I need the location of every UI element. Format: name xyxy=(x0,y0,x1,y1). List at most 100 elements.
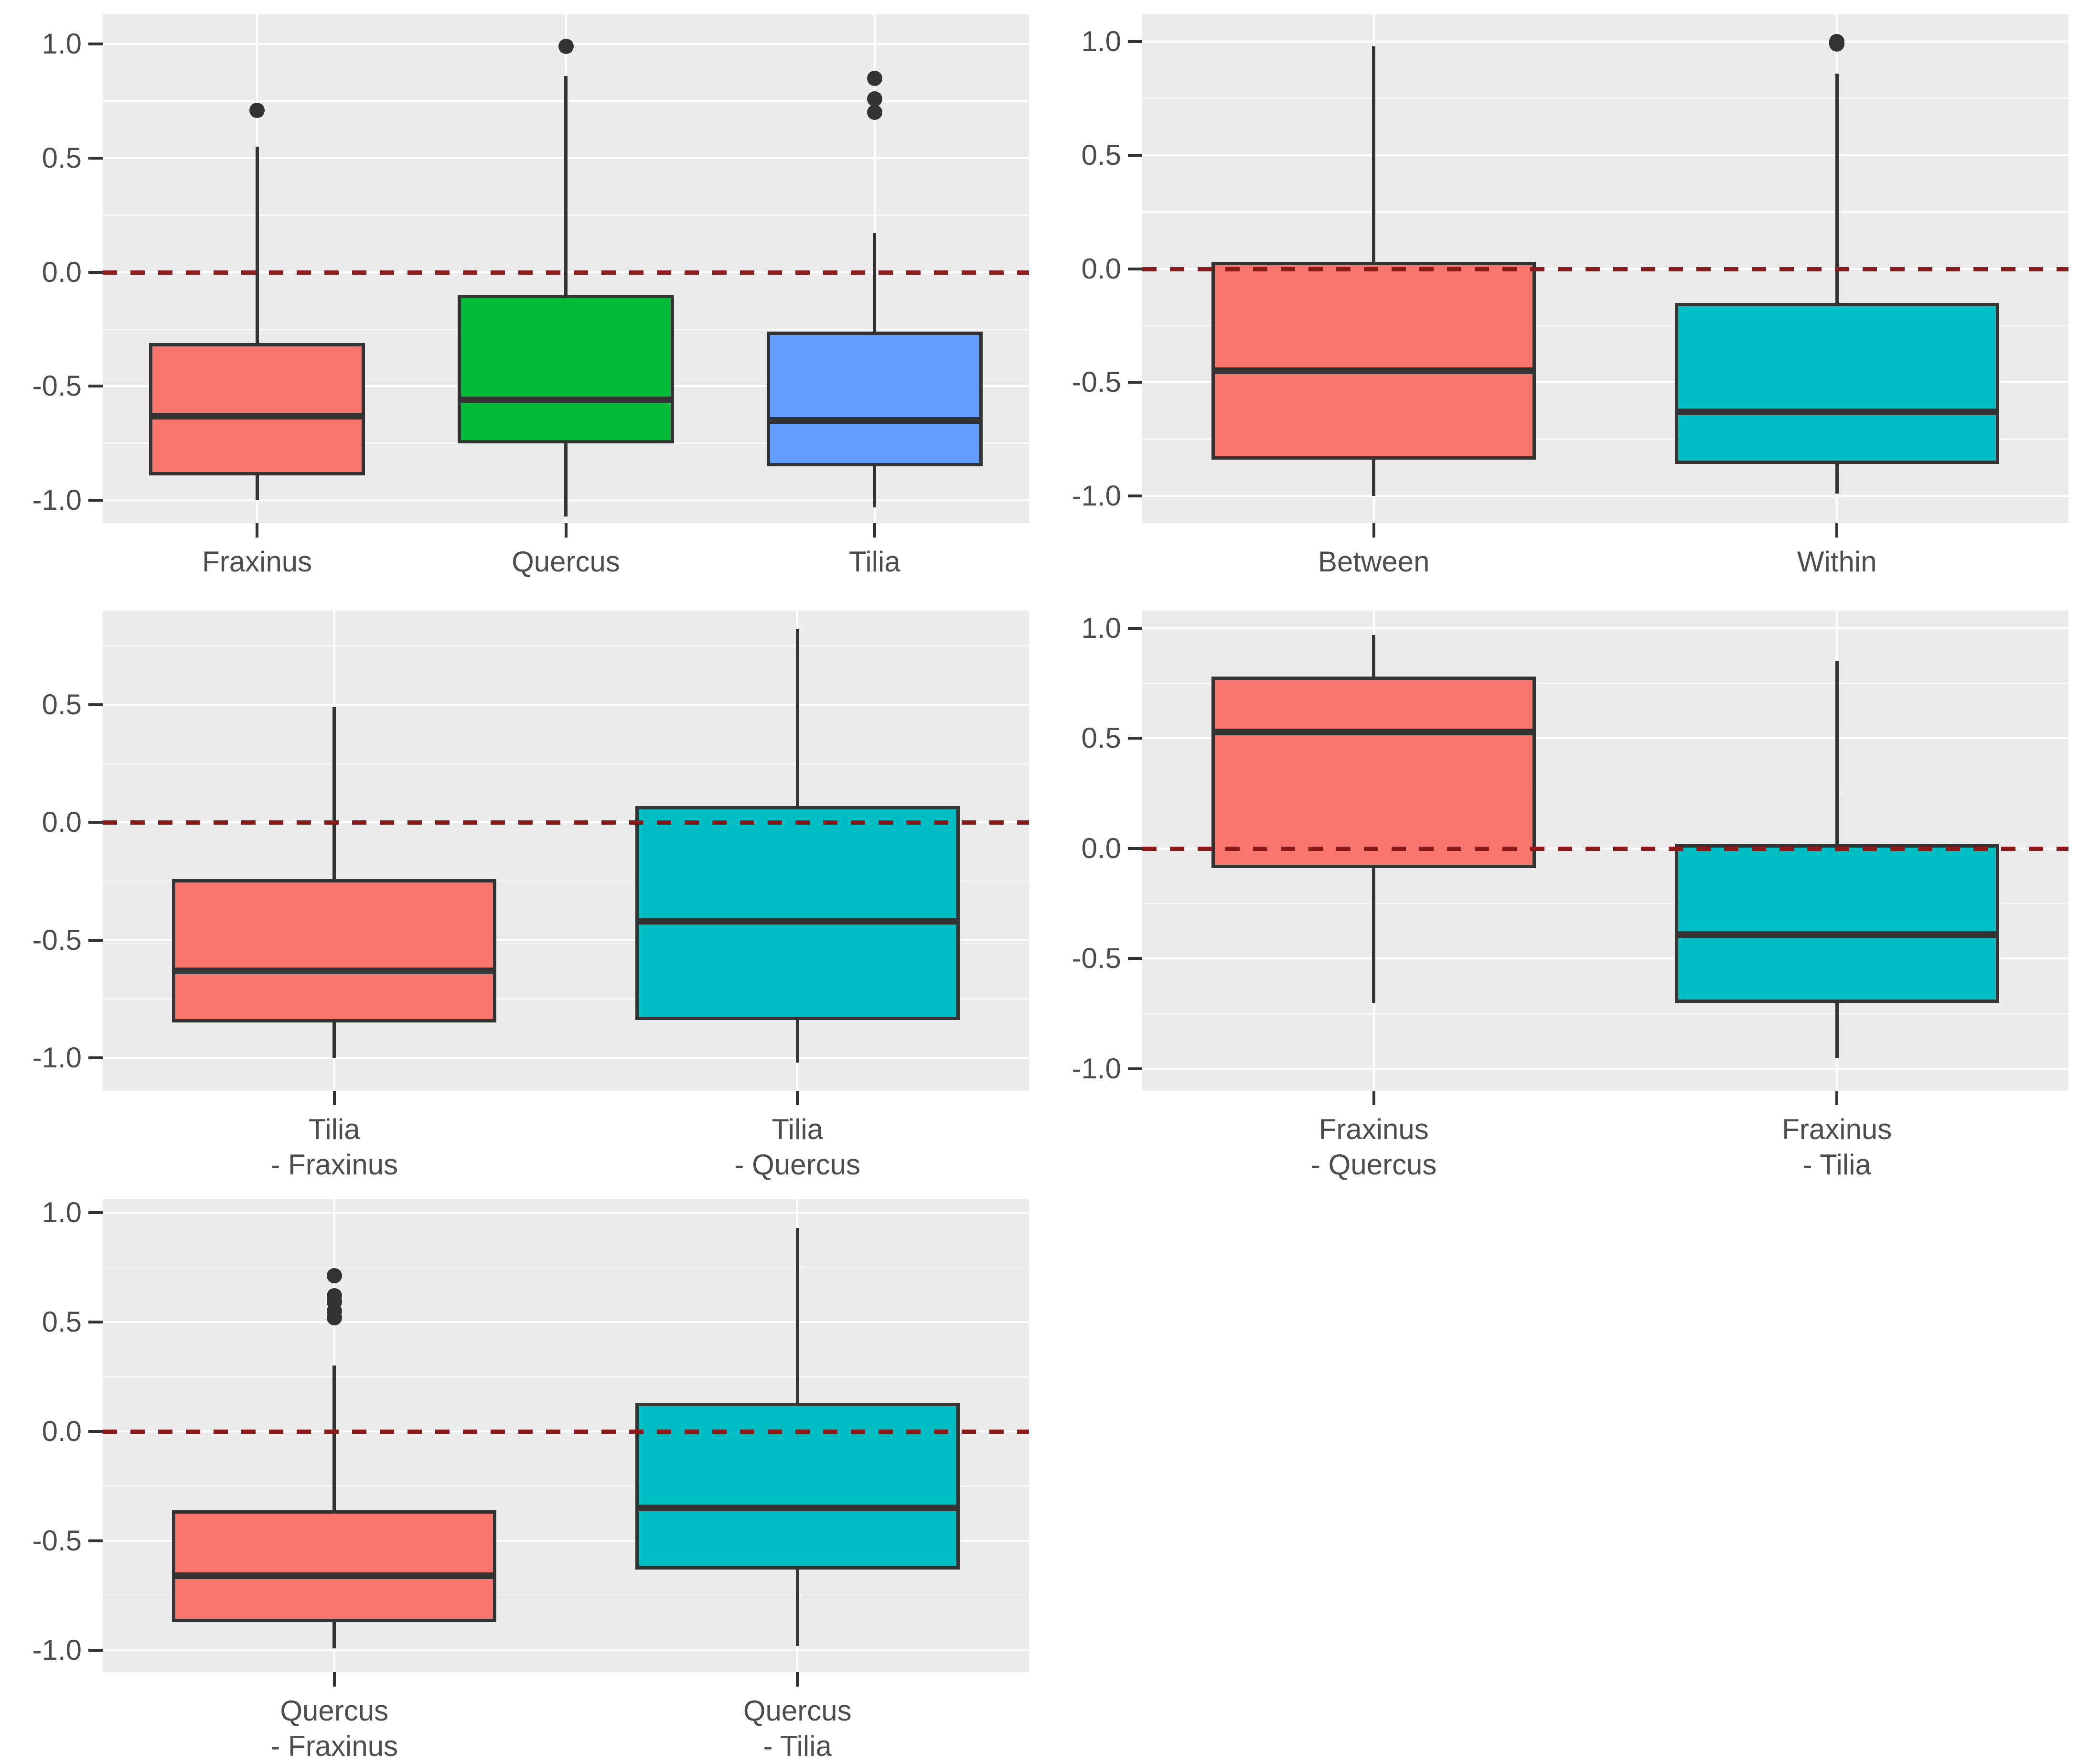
box xyxy=(172,1510,497,1622)
y-tick-label: 0.0 xyxy=(1081,252,1121,285)
grid-major-line xyxy=(1142,1067,2068,1070)
grid-minor-line xyxy=(1142,438,2068,440)
y-tick-label: 0.5 xyxy=(42,141,82,174)
x-category-label-line: - Fraxinus xyxy=(270,1730,398,1762)
median-line xyxy=(172,967,497,974)
box xyxy=(635,1403,960,1570)
x-category-label: Quercus - Tilia xyxy=(606,1693,988,1764)
whisker-line xyxy=(255,146,259,501)
grid-minor-line xyxy=(103,881,1029,882)
y-tick-label: 1.0 xyxy=(1081,612,1121,644)
y-tick-mark xyxy=(88,1539,103,1542)
y-tick-mark xyxy=(1128,1067,1142,1070)
x-category-label-line: Tilia xyxy=(772,1113,824,1145)
plot-area xyxy=(103,14,1029,523)
panel-tilia-differences-boxplots: 0.5 0.0 -0.5 -1.0 Tilia - Fraxinus Tilia - Quer… xyxy=(0,596,1040,1185)
grid-minor-line xyxy=(103,763,1029,764)
x-tick-mark xyxy=(332,1672,336,1687)
x-category-label-line: Fraxinus xyxy=(1782,1113,1892,1145)
y-tick-mark xyxy=(88,43,103,46)
grid-major-line xyxy=(1142,627,2068,629)
grid-minor-line xyxy=(1142,793,2068,795)
box xyxy=(766,331,983,466)
outlier-dot xyxy=(326,1268,342,1284)
y-tick-mark xyxy=(88,270,103,274)
x-tick-mark xyxy=(256,523,259,538)
y-tick-mark xyxy=(88,1056,103,1060)
grid-minor-line xyxy=(1142,97,2068,99)
x-category-label: Tilia - Quercus xyxy=(606,1112,988,1183)
x-category-label-line: Quercus xyxy=(280,1695,389,1727)
y-tick-mark xyxy=(88,156,103,160)
y-tick-label: -0.5 xyxy=(1072,942,1121,975)
y-tick-mark xyxy=(1128,381,1142,384)
grid-minor-line xyxy=(1142,324,2068,326)
grid-major-line xyxy=(1142,381,2068,384)
x-category-label-line: Quercus xyxy=(512,546,620,578)
ref-dashed-line xyxy=(103,1429,1029,1434)
box xyxy=(1674,844,1999,1003)
y-tick-mark xyxy=(88,1211,103,1214)
median-line xyxy=(1674,931,1999,938)
x-tick-mark xyxy=(796,1672,799,1687)
median-line xyxy=(458,397,674,404)
median-line xyxy=(635,918,960,925)
grid-major-line xyxy=(103,1321,1029,1323)
plot-area xyxy=(1142,14,2068,523)
y-tick-label: 0.5 xyxy=(1081,722,1121,754)
y-tick-mark xyxy=(88,938,103,942)
grid-minor-line xyxy=(1142,682,2068,684)
grid-major-line xyxy=(103,939,1029,941)
median-line xyxy=(766,417,983,424)
box xyxy=(149,343,365,475)
grid-major-line xyxy=(103,1540,1029,1542)
box xyxy=(635,806,960,1021)
panel-fraxinus-differences-boxplots: 1.0 0.5 0.0 -0.5 -1.0 Fraxinus - Quercus Fraxin… xyxy=(1040,596,2079,1185)
y-tick-label: 1.0 xyxy=(42,28,82,60)
y-tick-label: -0.5 xyxy=(32,370,82,402)
panel-quercus-differences-boxplots: 1.0 0.5 0.0 -0.5 -1.0 Quercus - Fraxinus Quercu… xyxy=(0,1185,1040,1762)
y-tick-mark xyxy=(1128,847,1142,850)
y-tick-mark xyxy=(1128,153,1142,157)
outlier-dot xyxy=(558,38,574,54)
box xyxy=(1211,677,1536,869)
outlier-dot xyxy=(867,91,882,107)
plot-area xyxy=(1142,611,2068,1091)
y-tick-mark xyxy=(88,385,103,388)
grid-minor-line xyxy=(103,1595,1029,1597)
x-tick-mark xyxy=(1372,523,1375,538)
x-category-label: Quercus - Fraxinus xyxy=(143,1693,525,1764)
y-tick-label: -0.5 xyxy=(32,924,82,956)
grid-major-line xyxy=(1142,495,2068,497)
median-line xyxy=(1674,409,1999,416)
y-tick-label: -1.0 xyxy=(1072,479,1121,512)
y-tick-label: 0.5 xyxy=(1081,139,1121,171)
outlier-dot xyxy=(249,102,265,118)
x-tick-mark xyxy=(1835,1091,1839,1105)
y-tick-label: 1.0 xyxy=(42,1196,82,1228)
median-line xyxy=(1211,367,1536,375)
box xyxy=(458,295,674,443)
grid-minor-line xyxy=(1142,903,2068,904)
x-category-label: Fraxinus - Quercus xyxy=(1183,1112,1565,1183)
x-category-label-line: - Quercus xyxy=(734,1149,860,1181)
grid-major-line xyxy=(103,1057,1029,1059)
x-category-label-line: - Quercus xyxy=(1311,1149,1437,1181)
ref-dashed-line xyxy=(103,820,1029,825)
grid-minor-line xyxy=(103,998,1029,1000)
ref-dashed-line xyxy=(1142,846,2068,851)
grid-major-line xyxy=(103,1649,1029,1652)
y-tick-mark xyxy=(1128,267,1142,270)
grid-minor-line xyxy=(103,1485,1029,1487)
x-category-label-line: Fraxinus xyxy=(202,546,312,578)
y-tick-mark xyxy=(1128,957,1142,960)
grid-major-line xyxy=(103,704,1029,706)
panel-between-within-boxplots: 1.0 0.5 0.0 -0.5 -1.0 Between Within xyxy=(1040,0,2079,596)
grid-minor-line xyxy=(103,645,1029,647)
y-tick-label: 1.0 xyxy=(1081,25,1121,58)
outlier-dot xyxy=(867,70,882,86)
median-line xyxy=(635,1505,960,1512)
x-category-label: Tilia - Fraxinus xyxy=(143,1112,525,1183)
ref-dashed-line xyxy=(103,270,1029,275)
